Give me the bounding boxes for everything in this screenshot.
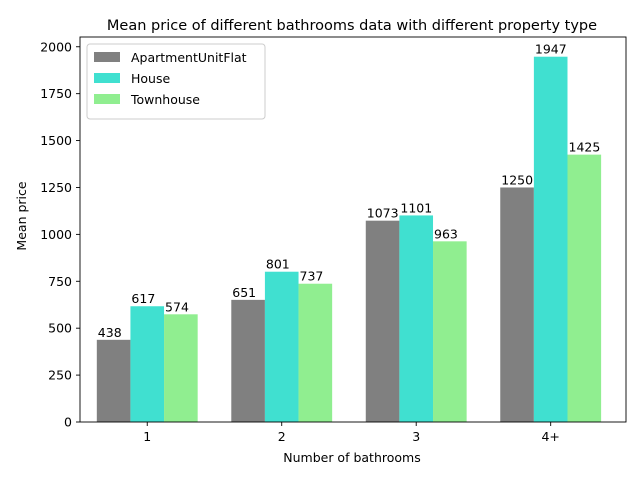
bar-apartmentunitflat-1: [96, 339, 131, 422]
y-axis-label: Mean price: [14, 181, 29, 250]
data-label: 1425: [569, 140, 601, 155]
axes-layer: 0 250 500 750 1000 1250 1500 1750 2000 1 2 3 4+: [40, 36, 627, 444]
legend-swatch: [94, 73, 120, 83]
y-tick-label: 750: [48, 274, 72, 289]
data-label: 963: [434, 226, 458, 241]
legend-swatch: [94, 52, 120, 62]
y-tick-label: 0: [64, 415, 72, 430]
x-axis-label: Number of bathrooms: [283, 450, 420, 465]
bar-townhouse-2: [298, 283, 333, 422]
legend-swatch: [94, 94, 120, 104]
bar-house-4plus: [533, 56, 568, 423]
y-tick-label: 1500: [40, 133, 72, 148]
data-label: 617: [131, 291, 155, 306]
bar-townhouse-4plus: [567, 154, 602, 422]
y-tick-label: 1250: [40, 180, 72, 195]
legend-label: Townhouse: [130, 92, 200, 107]
data-label: 1101: [400, 200, 432, 215]
bar-apartmentunitflat-3: [365, 220, 400, 422]
y-tick-label: 500: [48, 321, 72, 336]
legend: ApartmentUnitFlat House Townhouse: [86, 43, 266, 120]
bar-apartmentunitflat-4plus: [500, 187, 534, 422]
data-label: 651: [232, 285, 256, 300]
legend-label: House: [131, 71, 170, 86]
bar-house-2: [264, 271, 299, 422]
x-tick-label: 3: [412, 429, 420, 444]
data-label: 1250: [501, 172, 533, 187]
y-tick-label: 250: [48, 368, 72, 383]
x-tick-label: 4+: [541, 429, 559, 444]
plot-frame: [79, 36, 627, 423]
y-tick-label: 1000: [40, 227, 72, 242]
data-labels-layer: 438 651 1073 1250 617 801 1101 1947 574 737 963 142…: [98, 42, 601, 340]
bar-house-3: [399, 215, 434, 422]
data-label: 1947: [535, 42, 567, 57]
data-label: 574: [165, 299, 189, 314]
data-label: 737: [300, 269, 324, 284]
y-tick-label: 2000: [40, 39, 72, 54]
x-tick-label: 1: [143, 429, 151, 444]
legend-label: ApartmentUnitFlat: [131, 50, 247, 65]
data-label: 801: [266, 257, 290, 272]
x-tick-label: 2: [278, 429, 286, 444]
legend-box: [86, 43, 266, 120]
data-label: 438: [98, 325, 122, 340]
bars-layer: [96, 56, 602, 423]
bar-townhouse-3: [433, 241, 467, 422]
bar-apartmentunitflat-2: [231, 299, 265, 422]
y-tick-label: 1750: [40, 86, 72, 101]
chart-title: Mean price of different bathrooms data w…: [107, 18, 597, 34]
bar-house-1: [130, 306, 165, 422]
data-label: 1073: [367, 206, 399, 221]
bar-townhouse-1: [164, 314, 198, 422]
